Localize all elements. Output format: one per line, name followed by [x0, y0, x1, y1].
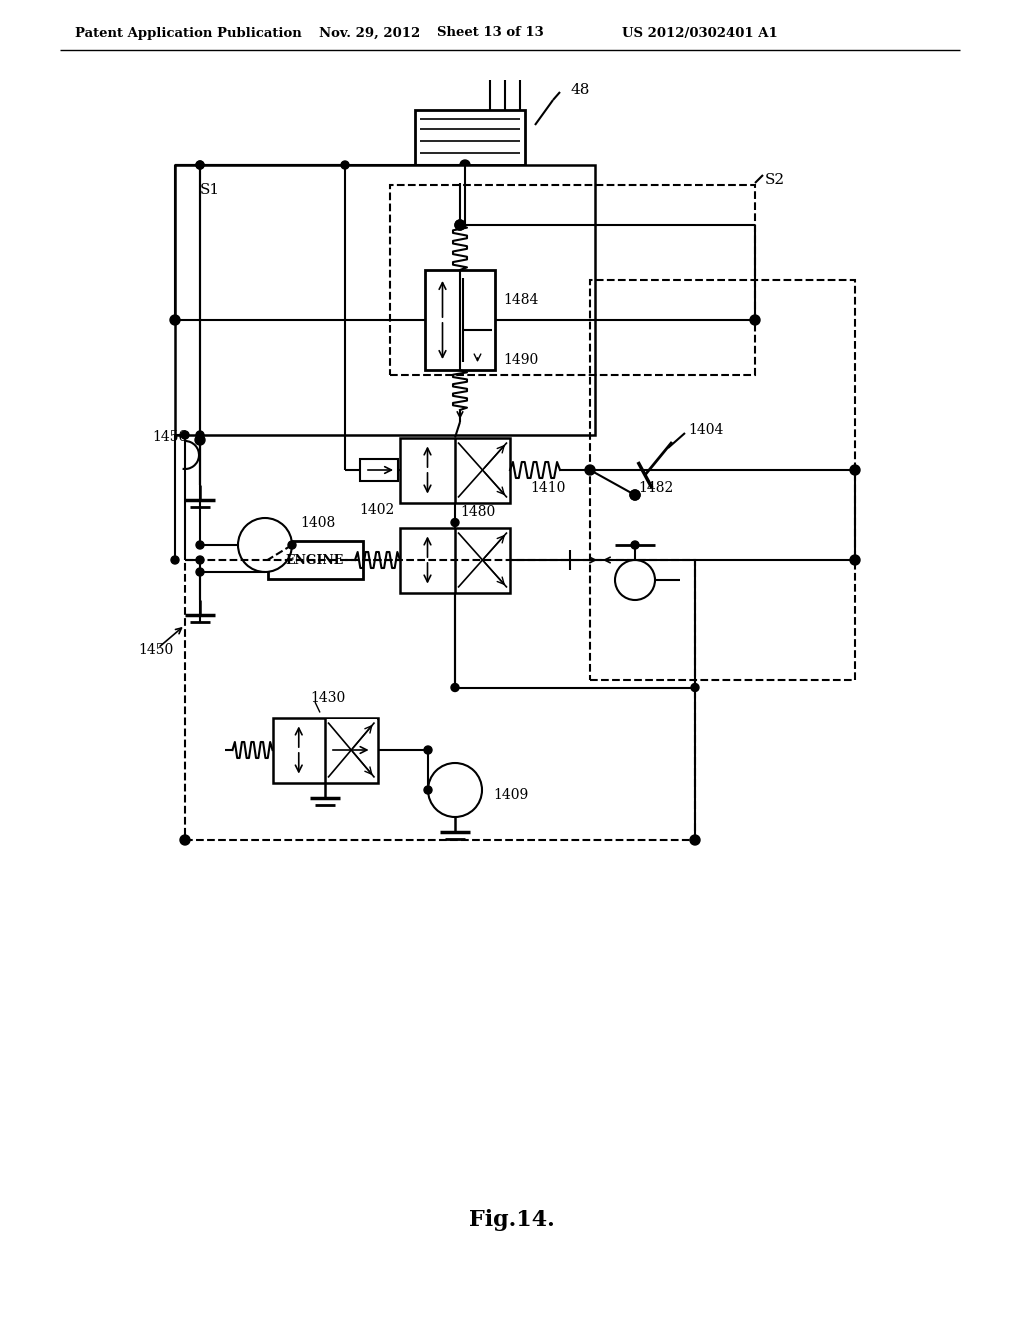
- Circle shape: [424, 785, 432, 795]
- Bar: [400, 528, 510, 593]
- Circle shape: [428, 763, 482, 817]
- Text: ENGINE: ENGINE: [286, 553, 344, 566]
- Circle shape: [460, 160, 470, 170]
- Circle shape: [171, 556, 179, 564]
- Text: S2: S2: [765, 173, 785, 187]
- Circle shape: [850, 465, 860, 475]
- Text: 1484: 1484: [503, 293, 539, 308]
- Circle shape: [196, 541, 204, 549]
- Text: S1: S1: [200, 183, 220, 197]
- Bar: [390, 185, 755, 375]
- Circle shape: [196, 556, 204, 564]
- Circle shape: [630, 490, 640, 500]
- Text: 1456: 1456: [152, 430, 187, 444]
- Circle shape: [850, 554, 860, 565]
- Circle shape: [631, 541, 639, 549]
- Circle shape: [196, 161, 204, 169]
- Circle shape: [630, 490, 640, 500]
- Bar: [415, 110, 525, 165]
- Circle shape: [196, 568, 204, 576]
- Bar: [590, 280, 855, 680]
- Circle shape: [181, 432, 189, 440]
- Circle shape: [341, 161, 349, 169]
- Circle shape: [585, 465, 595, 475]
- Text: 1404: 1404: [688, 422, 723, 437]
- Circle shape: [180, 836, 190, 845]
- Bar: [175, 165, 595, 436]
- Bar: [325, 718, 377, 781]
- Circle shape: [288, 541, 296, 549]
- Text: 1430: 1430: [310, 690, 345, 705]
- Text: Sheet 13 of 13: Sheet 13 of 13: [436, 26, 544, 40]
- Text: 1450: 1450: [138, 643, 173, 657]
- Circle shape: [424, 746, 432, 754]
- Circle shape: [691, 684, 699, 692]
- Circle shape: [238, 517, 292, 572]
- Bar: [185, 560, 695, 840]
- Bar: [267, 541, 362, 579]
- Text: 1490: 1490: [503, 352, 539, 367]
- Text: Nov. 29, 2012: Nov. 29, 2012: [319, 26, 421, 40]
- Circle shape: [455, 220, 465, 230]
- Text: 1480: 1480: [460, 506, 496, 519]
- Circle shape: [196, 161, 204, 169]
- Circle shape: [615, 560, 655, 601]
- Circle shape: [451, 519, 459, 527]
- Text: 1482: 1482: [638, 480, 673, 495]
- Text: 1402: 1402: [359, 503, 395, 517]
- Circle shape: [170, 315, 180, 325]
- Bar: [272, 718, 378, 783]
- Circle shape: [451, 684, 459, 692]
- Bar: [425, 271, 495, 370]
- Bar: [360, 459, 398, 480]
- Circle shape: [196, 432, 204, 440]
- Text: Fig.14.: Fig.14.: [469, 1209, 555, 1232]
- Bar: [400, 437, 510, 503]
- Circle shape: [455, 220, 465, 230]
- Text: 1409: 1409: [493, 788, 528, 803]
- Circle shape: [750, 315, 760, 325]
- Text: 1410: 1410: [530, 480, 565, 495]
- Text: Patent Application Publication: Patent Application Publication: [75, 26, 302, 40]
- Circle shape: [195, 436, 205, 445]
- Text: 48: 48: [570, 83, 590, 96]
- Circle shape: [690, 836, 700, 845]
- Text: US 2012/0302401 A1: US 2012/0302401 A1: [623, 26, 778, 40]
- Text: 1408: 1408: [300, 516, 335, 531]
